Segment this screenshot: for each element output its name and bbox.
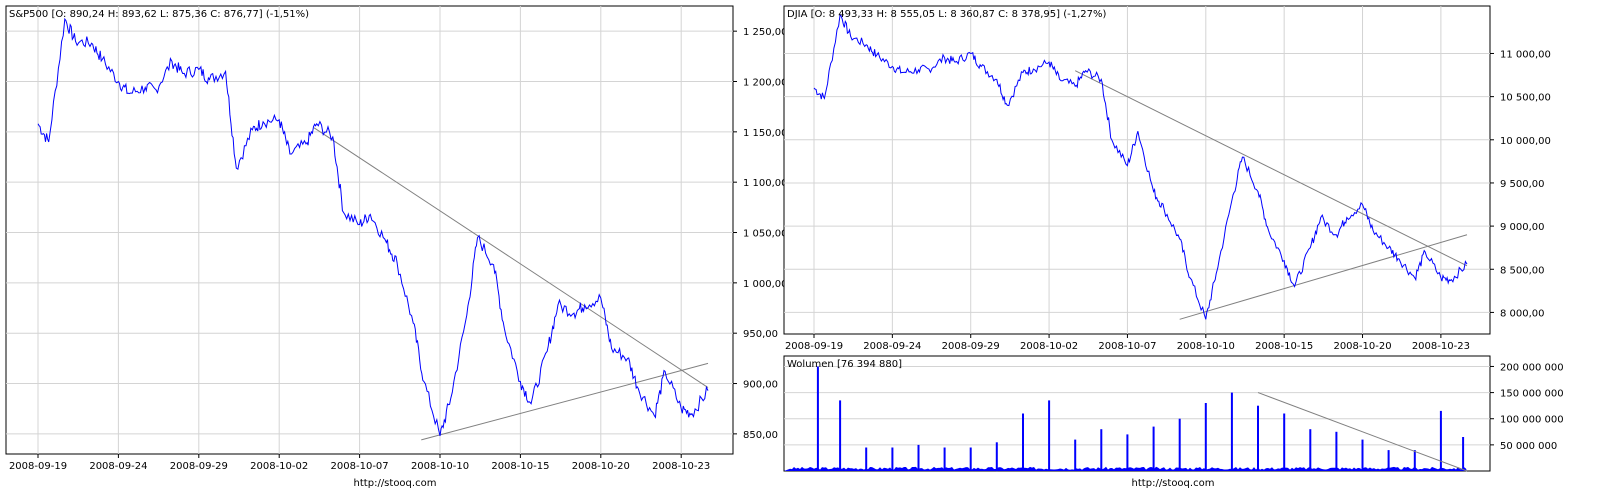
- sp500-plot-frame: [5, 5, 734, 455]
- sp500-x-tick-label: 2008-09-29: [170, 461, 228, 472]
- djia-y-tick-label: 10 000,00: [1500, 136, 1551, 147]
- volume-bar: [1309, 429, 1312, 471]
- sp500-y-tick-label: 1 100,00: [743, 178, 788, 189]
- volume-bar: [1387, 450, 1390, 471]
- sp500-x-tick-label: 2008-09-24: [89, 461, 147, 472]
- volume-bar: [969, 447, 972, 471]
- djia-x-tick-label: 2008-09-24: [863, 341, 921, 352]
- volume-bar: [1257, 405, 1259, 471]
- volume-bar: [1022, 413, 1024, 471]
- djia-x-tick-label: 2008-10-02: [1020, 341, 1078, 352]
- sp500-x-tick-label: 2008-10-02: [250, 461, 308, 472]
- sp500-x-tick-label: 2008-10-10: [411, 461, 469, 472]
- volume-bar: [943, 447, 946, 471]
- djia-trendlines: [1074, 70, 1468, 320]
- djia-x-tick-label: 2008-10-23: [1412, 341, 1470, 352]
- volume-y-tick-label: 100 000 000: [1500, 415, 1564, 426]
- volume-y-tick-label: 50 000 000: [1500, 441, 1557, 452]
- sp500-trendline: [313, 127, 709, 388]
- sp500-title: S&P500 [O: 890,24 H: 893,62 L: 875,36 C:…: [9, 9, 309, 20]
- djia-x-tick-label: 2008-10-15: [1255, 341, 1313, 352]
- volume-bar: [1100, 429, 1103, 471]
- sp500-y-tick-label: 850,00: [743, 430, 778, 441]
- volume-bar: [995, 442, 998, 472]
- volume-bar: [1152, 426, 1155, 471]
- djia-x-tick-label: 2008-10-20: [1333, 341, 1391, 352]
- volume-bar: [917, 444, 920, 471]
- sp500-y-axis: 850,00 900,00 950,00 1 000,00 1 050,00 1 100,…: [733, 27, 788, 441]
- djia-y-tick-label: 9 500,00: [1500, 179, 1545, 190]
- volume-bar: [1335, 431, 1338, 471]
- volume-bar: [839, 400, 842, 471]
- volume-plot-frame: [783, 355, 1491, 472]
- sp500-grid: [6, 6, 733, 454]
- volume-bar: [816, 366, 819, 471]
- djia-x-tick-label: 2008-10-10: [1177, 341, 1235, 352]
- sp500-x-tick-label: 2008-10-15: [491, 461, 549, 472]
- sp500-chart-panel: S&P500 [O: 890,24 H: 893,62 L: 875,36 C:…: [5, 5, 788, 472]
- djia-y-axis: 8 000,00 8 500,00 9 000,00 9 500,00 10 000,0…: [1490, 49, 1551, 319]
- djia-plot-frame: [783, 5, 1491, 335]
- sp500-y-tick-label: 950,00: [743, 329, 778, 340]
- sp500-y-tick-label: 1 050,00: [743, 229, 788, 240]
- volume-bar: [1048, 400, 1051, 471]
- volume-bar: [865, 447, 868, 471]
- djia-y-tick-label: 10 500,00: [1500, 93, 1551, 104]
- volume-bars: [816, 366, 1465, 472]
- volume-trendline: [1257, 392, 1468, 472]
- djia-grid: [784, 6, 1490, 334]
- volume-bar: [1361, 439, 1364, 471]
- volume-bar: [1439, 410, 1442, 471]
- sp500-x-tick-label: 2008-10-20: [572, 461, 630, 472]
- volume-bar: [891, 447, 894, 471]
- volume-y-tick-label: 200 000 000: [1500, 362, 1564, 373]
- sp500-trendlines: [313, 127, 709, 441]
- djia-x-tick-label: 2008-09-29: [942, 341, 1000, 352]
- sp500-x-tick-label: 2008-10-23: [652, 461, 710, 472]
- volume-bar: [1413, 450, 1416, 471]
- volume-y-axis: 50 000 000 100 000 000 150 000 000 200 000 …: [1490, 362, 1564, 452]
- volume-bar: [1204, 403, 1207, 471]
- sp500-y-tick-label: 1 200,00: [743, 78, 788, 89]
- footer-url-right[interactable]: http://stooq.com: [1132, 478, 1215, 489]
- sp500-y-tick-label: 900,00: [743, 380, 778, 391]
- djia-y-tick-label: 8 000,00: [1500, 308, 1545, 319]
- volume-bar: [1126, 434, 1129, 471]
- volume-title: Wolumen [76 394 880]: [787, 359, 902, 370]
- sp500-y-tick-label: 1 000,00: [743, 279, 788, 290]
- djia-y-tick-label: 8 500,00: [1500, 265, 1545, 276]
- volume-chart-panel: Wolumen [76 394 880] 50 000 000 100 000 0…: [783, 355, 1564, 472]
- sp500-y-tick-label: 1 250,00: [743, 27, 788, 38]
- djia-y-tick-label: 11 000,00: [1500, 49, 1551, 60]
- volume-bar: [1074, 439, 1077, 471]
- djia-chart-panel: DJIA [O: 8 493,33 H: 8 555,05 L: 8 360,8…: [783, 5, 1551, 352]
- djia-trendline: [1074, 70, 1468, 267]
- sp500-price-line: [37, 17, 709, 437]
- djia-x-axis: 2008-09-19 2008-09-24 2008-09-29 2008-10-02…: [785, 334, 1470, 352]
- sp500-x-axis: 2008-09-19 2008-09-24 2008-09-29 2008-10-02…: [9, 454, 710, 472]
- volume-baseline-fill: [784, 466, 1467, 471]
- volume-bar: [1230, 392, 1233, 471]
- djia-y-tick-label: 9 000,00: [1500, 222, 1545, 233]
- djia-title: DJIA [O: 8 493,33 H: 8 555,05 L: 8 360,8…: [787, 9, 1106, 20]
- footer-url-left[interactable]: http://stooq.com: [354, 478, 437, 489]
- sp500-y-tick-label: 1 150,00: [743, 128, 788, 139]
- djia-x-tick-label: 2008-10-07: [1098, 341, 1156, 352]
- volume-trendlines: [1257, 392, 1468, 472]
- djia-x-tick-label: 2008-09-19: [785, 341, 843, 352]
- volume-grid: [784, 365, 1490, 446]
- sp500-x-tick-label: 2008-10-07: [331, 461, 389, 472]
- sp500-trendline: [421, 362, 709, 441]
- sp500-x-tick-label: 2008-09-19: [9, 461, 67, 472]
- volume-baseline: [784, 466, 1467, 471]
- volume-bar: [1283, 413, 1286, 471]
- volume-bar: [1178, 418, 1181, 471]
- volume-bar: [1462, 437, 1465, 471]
- djia-trendline: [1179, 234, 1468, 320]
- djia-price-line: [813, 13, 1468, 320]
- volume-y-tick-label: 150 000 000: [1500, 389, 1564, 400]
